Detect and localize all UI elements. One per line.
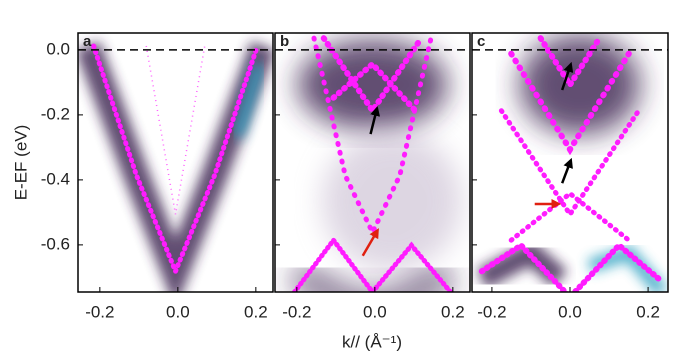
intensity-map bbox=[287, 35, 462, 292]
y-tick-label: -0.2 bbox=[41, 104, 70, 123]
x-tick-label: 0.2 bbox=[441, 302, 465, 321]
decoration bbox=[369, 105, 381, 135]
y-tick-label: -0.4 bbox=[41, 169, 70, 188]
x-tick-label: 0.0 bbox=[558, 302, 582, 321]
x-tick-label: -0.2 bbox=[282, 302, 311, 321]
decoration bbox=[233, 62, 265, 139]
intensity-map bbox=[78, 41, 273, 292]
decoration bbox=[297, 39, 448, 130]
decoration bbox=[145, 45, 206, 215]
x-tick-label: -0.2 bbox=[85, 302, 114, 321]
decoration bbox=[498, 108, 642, 219]
x-tick-label: 0.0 bbox=[363, 302, 387, 321]
decoration bbox=[508, 190, 632, 243]
panel-label: a bbox=[83, 33, 92, 50]
panel-frame bbox=[471, 32, 669, 293]
panel-label: c bbox=[477, 33, 485, 50]
decoration bbox=[330, 59, 419, 114]
decoration bbox=[322, 131, 462, 272]
decoration bbox=[292, 236, 453, 292]
decoration bbox=[560, 157, 573, 184]
y-tick-label: -0.6 bbox=[41, 234, 70, 253]
decoration bbox=[361, 228, 379, 257]
decoration bbox=[311, 35, 434, 239]
decoration bbox=[519, 34, 640, 135]
x-tick-label: -0.2 bbox=[477, 302, 506, 321]
x-tick-label: 0.0 bbox=[166, 302, 190, 321]
panel-frame bbox=[77, 32, 274, 293]
x-tick-label: 0.2 bbox=[244, 302, 268, 321]
decoration bbox=[287, 260, 458, 292]
decoration bbox=[478, 241, 666, 292]
y-tick-label: 0.0 bbox=[46, 39, 70, 58]
decoration bbox=[560, 61, 574, 91]
decoration bbox=[508, 50, 632, 156]
intensity-map bbox=[476, 34, 668, 292]
x-axis-label: k// (Å⁻¹) bbox=[342, 332, 402, 351]
y-axis-label: E-EF (eV) bbox=[11, 125, 30, 201]
panel-label: b bbox=[280, 33, 289, 50]
decoration bbox=[91, 43, 260, 278]
panel-frame bbox=[274, 32, 471, 293]
decoration bbox=[78, 41, 273, 292]
x-tick-label: 0.2 bbox=[636, 302, 660, 321]
decoration bbox=[537, 35, 603, 91]
